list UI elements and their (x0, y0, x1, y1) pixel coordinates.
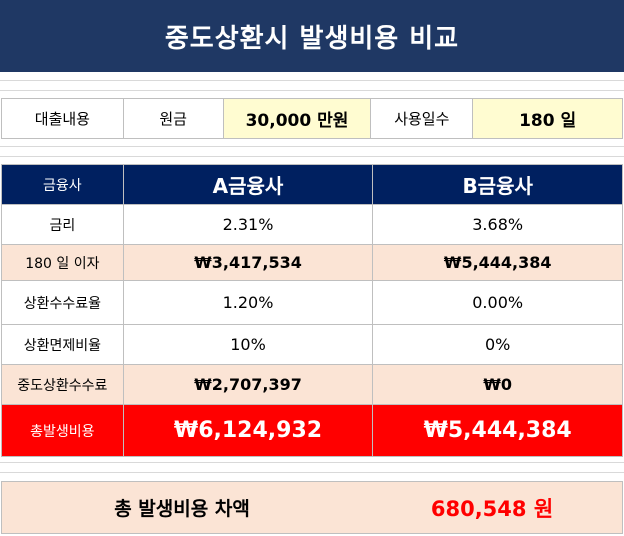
row-a-cell[interactable]: 1.20% (122, 280, 374, 325)
gridline (0, 80, 624, 81)
total-b-cell[interactable]: ₩5,444,384 (372, 404, 623, 457)
total-a-cell[interactable]: ₩6,124,932 (122, 404, 374, 457)
row-a-cell[interactable]: 2.31% (122, 204, 374, 245)
row-label-cell[interactable]: 중도상환수수료 (1, 364, 124, 405)
loan-label-cell[interactable]: 대출내용 (1, 98, 124, 139)
summary-row: 총 발생비용 차액 680,548 원 (1, 481, 623, 534)
gridline (0, 156, 624, 157)
summary-label[interactable]: 총 발생비용 차액 (114, 498, 250, 520)
row-label-cell[interactable]: 상환면제비율 (1, 324, 124, 365)
row-b-cell[interactable]: ₩5,444,384 (372, 244, 623, 281)
row-label-cell[interactable]: 상환수수료율 (1, 280, 124, 325)
gridline (0, 472, 624, 473)
row-label-cell[interactable]: 금리 (1, 204, 124, 245)
gridline (0, 90, 624, 91)
total-row: 총발생비용 ₩6,124,932 ₩5,444,384 (1, 404, 623, 457)
gridline (0, 146, 624, 147)
total-label-cell[interactable]: 총발생비용 (1, 404, 124, 457)
row-b-cell[interactable]: 0% (372, 324, 623, 365)
table-row: 금리 2.31% 3.68% (1, 204, 623, 245)
row-a-cell[interactable]: ₩3,417,534 (122, 244, 374, 281)
row-b-cell[interactable]: ₩0 (372, 364, 623, 405)
days-value-cell[interactable]: 180 일 (472, 98, 623, 139)
gridline (0, 462, 624, 463)
days-label-cell[interactable]: 사용일수 (370, 98, 474, 139)
page-title: 중도상환시 발생비용 비교 (0, 0, 624, 72)
table-row: 180 일 이자 ₩3,417,534 ₩5,444,384 (1, 244, 623, 281)
header-a-cell[interactable]: A금융사 (122, 164, 374, 205)
comparison-table: 금융사 A금융사 B금융사 금리 2.31% 3.68% 180 일 이자 ₩3… (1, 164, 623, 457)
row-b-cell[interactable]: 3.68% (372, 204, 623, 245)
row-label-cell[interactable]: 180 일 이자 (1, 244, 124, 281)
principal-label-cell[interactable]: 원금 (122, 98, 224, 139)
table-row: 중도상환수수료 ₩2,707,397 ₩0 (1, 364, 623, 405)
row-a-cell[interactable]: 10% (122, 324, 374, 365)
header-b-cell[interactable]: B금융사 (372, 164, 623, 205)
principal-value-cell[interactable]: 30,000 만원 (222, 98, 372, 139)
row-b-cell[interactable]: 0.00% (372, 280, 623, 325)
summary-value[interactable]: 680,548 원 (430, 496, 554, 521)
loan-info-table: 대출내용 원금 30,000 만원 사용일수 180 일 (1, 98, 623, 139)
comparison-header-row: 금융사 A금융사 B금융사 (1, 164, 623, 205)
table-row: 상환수수료율 1.20% 0.00% (1, 280, 623, 325)
header-label-cell[interactable]: 금융사 (1, 164, 124, 205)
loan-info-row: 대출내용 원금 30,000 만원 사용일수 180 일 (1, 98, 623, 139)
row-a-cell[interactable]: ₩2,707,397 (122, 364, 374, 405)
table-row: 상환면제비율 10% 0% (1, 324, 623, 365)
